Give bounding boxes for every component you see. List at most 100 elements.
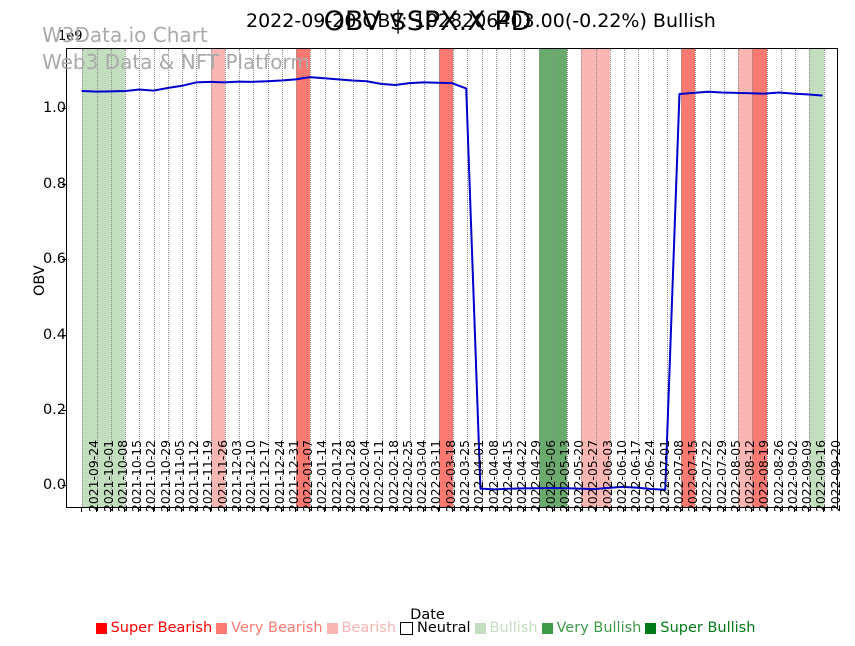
y-axis-tick-label: 0.4 <box>42 326 66 343</box>
gridline-vertical <box>567 49 569 507</box>
gridline-vertical <box>267 49 269 507</box>
gridline-vertical <box>467 49 469 507</box>
sentiment-band <box>296 49 311 507</box>
x-axis-tick-mark <box>380 508 382 512</box>
gridline-vertical <box>82 49 84 507</box>
x-axis-tick-label: 2022-03-25 <box>457 439 472 512</box>
legend-item[interactable]: Neutral <box>400 620 471 636</box>
x-axis-tick-mark <box>580 508 582 512</box>
x-axis-tick-mark <box>95 508 97 512</box>
x-axis-tick-mark <box>280 508 282 512</box>
gridline-vertical <box>809 49 811 507</box>
gridline-vertical <box>395 49 397 507</box>
x-axis-tick-label: 2021-11-19 <box>200 439 216 512</box>
sentiment-band <box>110 49 126 507</box>
x-axis-tick-label: 2022-03-18 <box>442 439 458 512</box>
sentiment-band <box>752 49 767 507</box>
legend-item[interactable]: Super Bullish <box>645 620 755 636</box>
gridline-vertical <box>823 49 825 507</box>
legend-item[interactable]: Bearish <box>326 620 397 636</box>
gridline-vertical <box>367 49 369 507</box>
x-axis-tick-mark <box>394 508 396 512</box>
x-axis-tick-mark <box>124 508 126 512</box>
x-axis-tick-mark <box>138 508 140 512</box>
x-axis-tick-label: 2021-11-26 <box>214 439 230 512</box>
x-axis-tick-mark <box>637 508 639 512</box>
gridline-vertical <box>139 49 141 507</box>
x-axis-tick-label: 2022-02-11 <box>371 439 387 512</box>
x-axis-tick-mark <box>751 508 753 512</box>
x-axis-tick-label: 2022-05-13 <box>556 439 572 512</box>
legend-swatch-icon <box>216 622 228 634</box>
x-axis-tick-mark <box>466 508 468 512</box>
legend-item-label: Super Bearish <box>110 620 213 636</box>
x-axis-tick-mark <box>722 508 724 512</box>
y-axis-tick-label: 1.0 <box>42 100 66 117</box>
gridline-vertical <box>196 49 198 507</box>
legend-swatch-icon <box>400 621 414 635</box>
gridline-vertical <box>125 49 127 507</box>
legend-item-label: Super Bullish <box>660 620 756 636</box>
x-axis-tick-mark <box>566 508 568 512</box>
gridline-vertical <box>424 49 426 507</box>
x-axis-tick-mark <box>779 508 781 512</box>
y-axis-tick-mark <box>62 259 66 261</box>
y-axis-tick-mark <box>62 485 66 487</box>
x-axis-tick-label: 2022-09-09 <box>799 439 815 512</box>
sentiment-band <box>538 49 553 507</box>
gridline-vertical <box>481 49 483 507</box>
legend-item[interactable]: Very Bearish <box>216 620 323 636</box>
gridline-vertical <box>766 49 768 507</box>
x-axis-tick-label: 2021-10-01 <box>100 439 116 512</box>
x-axis-tick-mark <box>252 508 254 512</box>
y-axis-tick-mark <box>62 183 66 185</box>
gridline-vertical <box>538 49 540 507</box>
y-axis-offset-label: 1e9 <box>58 29 83 44</box>
legend-swatch-icon <box>541 622 553 634</box>
x-axis-tick-label: 2022-09-16 <box>813 439 829 512</box>
gridline-vertical <box>638 49 640 507</box>
x-axis-tick-label: 2022-02-04 <box>357 439 373 512</box>
x-axis-tick-mark <box>680 508 682 512</box>
x-axis-label: Date <box>410 607 445 623</box>
gridline-vertical <box>296 49 298 507</box>
gridline-vertical <box>253 49 255 507</box>
x-axis-tick-mark <box>409 508 411 512</box>
x-axis-tick-label: 2021-11-12 <box>186 439 202 512</box>
gridline-vertical <box>153 49 155 507</box>
gridline-vertical <box>438 49 440 507</box>
legend-item-label: Bearish <box>341 620 397 636</box>
x-axis-tick-mark <box>509 508 510 512</box>
x-axis-tick-label: 2022-01-14 <box>314 439 330 512</box>
legend-item[interactable]: Very Bullish <box>541 620 641 636</box>
gridline-vertical <box>524 49 526 507</box>
x-axis-tick-label: 2021-12-03 <box>228 439 244 512</box>
x-axis-tick-label: 2022-04-01 <box>471 439 487 512</box>
plot-area <box>66 48 838 508</box>
gridline-vertical <box>595 49 597 507</box>
x-axis-tick-mark <box>309 508 311 512</box>
gridline-vertical <box>224 49 226 507</box>
x-axis-tick-label: 2022-09-20 <box>827 439 843 512</box>
gridline-vertical <box>381 49 383 507</box>
x-axis-tick-label: 2022-06-10 <box>613 439 629 512</box>
gridline-vertical <box>96 49 98 507</box>
legend-item[interactable]: Super Bearish <box>95 620 213 636</box>
y-axis-tick-label: 0.0 <box>42 477 66 494</box>
sentiment-band <box>210 49 225 507</box>
x-axis-tick-label: 2022-03-11 <box>428 439 444 512</box>
sentiment-band <box>438 49 453 507</box>
x-axis-tick-mark <box>109 508 111 512</box>
gridline-vertical <box>410 49 412 507</box>
x-axis-tick-label: 2022-04-29 <box>528 439 544 512</box>
x-axis-tick-label: 2022-07-29 <box>713 439 729 512</box>
gridline-vertical <box>453 49 454 507</box>
legend-item[interactable]: Bullish <box>474 620 538 636</box>
x-axis-tick-label: 2021-12-31 <box>285 439 301 512</box>
legend-item-label: Very Bearish <box>231 620 323 636</box>
x-axis-tick-label: 2022-02-25 <box>399 439 415 512</box>
x-axis-tick-label: 2022-04-22 <box>514 439 529 512</box>
x-axis-tick-label: 2022-06-24 <box>642 439 658 512</box>
x-axis-tick-label: 2022-05-20 <box>571 439 587 512</box>
